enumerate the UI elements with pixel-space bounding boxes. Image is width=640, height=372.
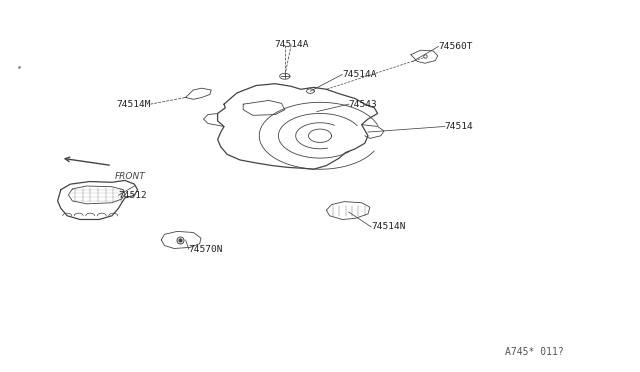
Text: 74514M: 74514M — [116, 100, 150, 109]
Text: 74514: 74514 — [445, 122, 474, 131]
Text: 74514A: 74514A — [274, 40, 308, 49]
Text: 74514A: 74514A — [342, 70, 377, 79]
Text: 74570N: 74570N — [189, 245, 223, 254]
Text: 74514N: 74514N — [371, 222, 406, 231]
Text: 74512: 74512 — [118, 191, 147, 200]
Text: A745* 011?: A745* 011? — [505, 347, 564, 356]
Text: FRONT: FRONT — [115, 172, 146, 181]
Text: 74543: 74543 — [349, 100, 378, 109]
Text: 74560T: 74560T — [438, 42, 473, 51]
